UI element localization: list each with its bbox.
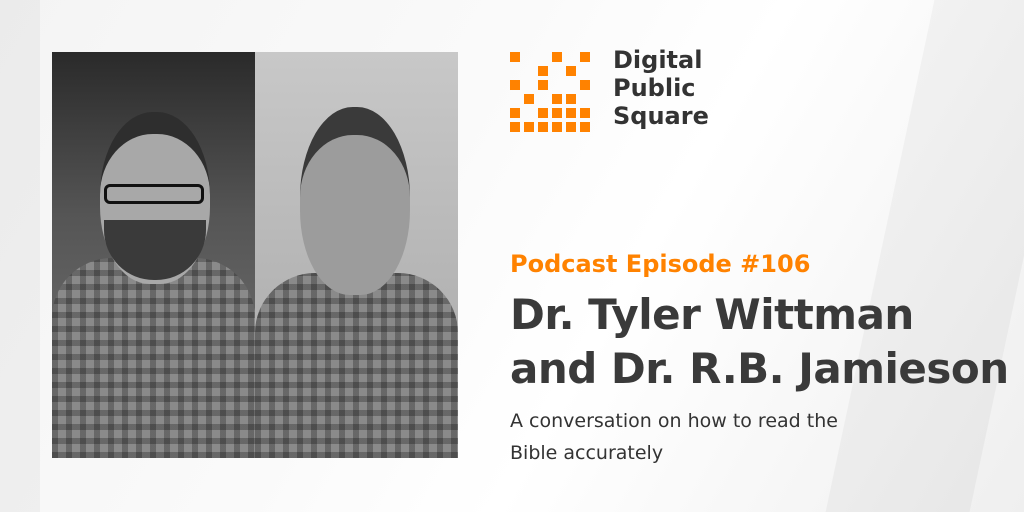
- logo-square: [552, 94, 562, 104]
- logo-square: [510, 52, 520, 62]
- logo-square: [538, 122, 548, 132]
- episode-subtitle: A conversation on how to read the Bible …: [510, 405, 838, 469]
- guest-photo-jamieson: [255, 52, 458, 458]
- digital-public-square-logo: [510, 52, 592, 134]
- face: [300, 107, 410, 295]
- brand-line: Digital: [613, 46, 703, 74]
- logo-square: [510, 122, 520, 132]
- logo-square: [524, 122, 534, 132]
- guest-photo-wittman: [52, 52, 255, 458]
- logo-square: [566, 108, 576, 118]
- title-line: Dr. Tyler Wittman: [510, 290, 914, 339]
- logo-square: [566, 66, 576, 76]
- logo-square: [566, 122, 576, 132]
- logo-square: [538, 80, 548, 90]
- logo-square: [552, 122, 562, 132]
- glasses-icon: [104, 184, 204, 204]
- logo-square: [524, 94, 534, 104]
- logo-square: [538, 66, 548, 76]
- logo-square: [538, 108, 548, 118]
- subtitle-line: A conversation on how to read the: [510, 410, 838, 432]
- logo-square: [580, 80, 590, 90]
- guest-photos: [52, 52, 458, 458]
- shirt: [255, 273, 458, 458]
- episode-title: Dr. Tyler Wittman and Dr. R.B. Jamieson: [510, 288, 1009, 396]
- title-line: and Dr. R.B. Jamieson: [510, 344, 1009, 393]
- brand-line: Square: [613, 102, 709, 130]
- logo-square: [580, 122, 590, 132]
- background-architecture: [0, 0, 40, 512]
- logo-square: [580, 108, 590, 118]
- background-architecture: [826, 0, 1024, 512]
- logo-square: [552, 52, 562, 62]
- subtitle-line: Bible accurately: [510, 442, 664, 464]
- episode-label: Podcast Episode #106: [510, 250, 811, 278]
- brand-name: Digital Public Square: [613, 46, 709, 130]
- logo-square: [566, 94, 576, 104]
- brand-line: Public: [613, 74, 696, 102]
- shirt: [52, 258, 255, 458]
- logo-square: [510, 108, 520, 118]
- logo-square: [510, 80, 520, 90]
- logo-square: [552, 108, 562, 118]
- logo-square: [580, 52, 590, 62]
